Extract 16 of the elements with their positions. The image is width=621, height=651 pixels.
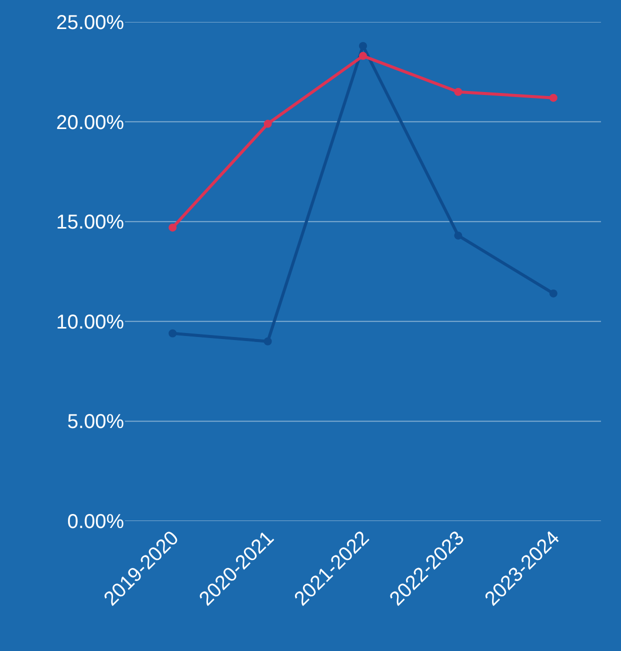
y-tick-label: 0.00% [67, 511, 124, 533]
point [359, 52, 367, 60]
y-tick-label: 10.00% [56, 311, 124, 334]
y-tick-label: 15.00% [56, 212, 124, 234]
point [264, 120, 272, 128]
point [549, 94, 558, 102]
y-tick-label: 5.00% [67, 411, 124, 434]
point [359, 42, 367, 50]
point [454, 232, 462, 240]
y-tick-label: 20.00% [56, 112, 124, 134]
y-tick-label: 25.00% [56, 12, 124, 34]
point [168, 329, 177, 338]
point [549, 289, 558, 298]
point [264, 337, 272, 346]
point [454, 88, 462, 96]
point [168, 224, 177, 232]
